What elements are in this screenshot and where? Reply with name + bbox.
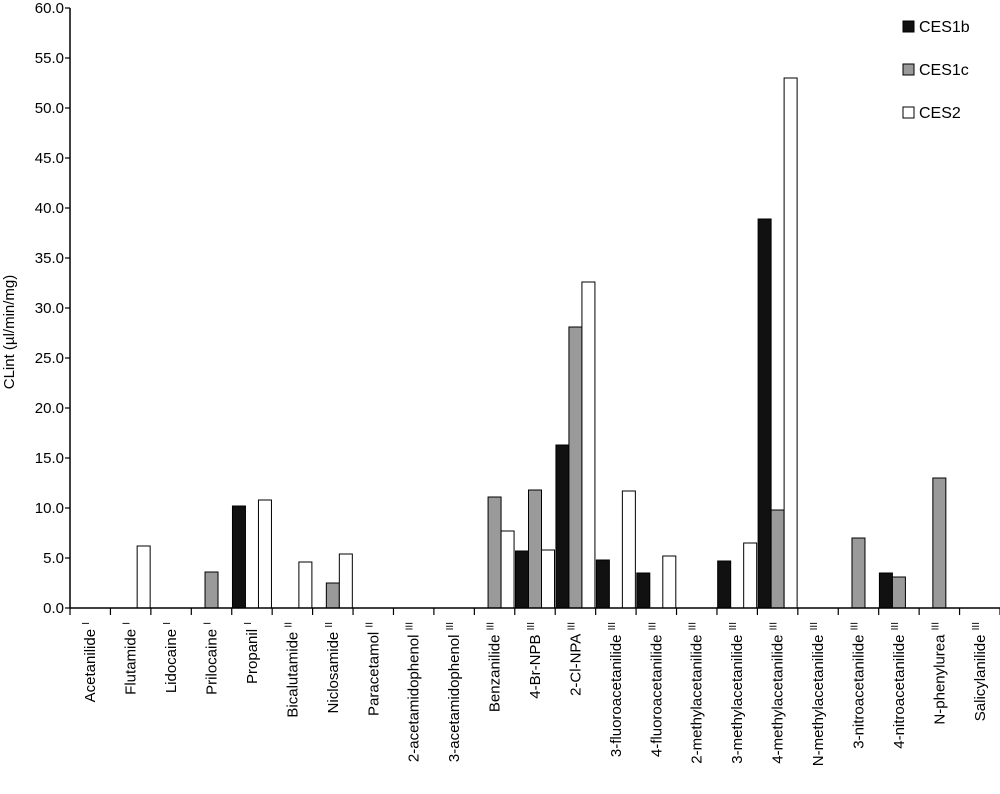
- x-tick-label: 4-methylacetanilide III: [769, 622, 787, 764]
- x-tick-label: Bicalutamide II: [283, 622, 301, 718]
- bar-ces2-3-methylacetanilide: [743, 542, 758, 609]
- x-tick-label: Prilocaine I: [203, 622, 221, 695]
- y-tick-label: 35.0: [35, 250, 64, 267]
- x-tick-label: N-methylacetanilide III: [809, 622, 827, 766]
- bar-ces1c-prilocaine: [204, 571, 219, 609]
- bar-ces1b-4-br-npb: [515, 550, 529, 609]
- y-tick-label: 50.0: [35, 100, 64, 117]
- x-tick-label: 4-fluoroacetanilide III: [647, 622, 665, 757]
- legend-swatch-ces2: [902, 106, 915, 119]
- x-tick-label: 3-nitroacetanilide III: [849, 622, 867, 749]
- x-tick-label: Salicylanilide III: [971, 622, 989, 721]
- bar-ces1b-propanil: [231, 505, 246, 609]
- x-tick-label: Benzanilide III: [486, 622, 504, 712]
- legend-label-ces1c: CES1c: [919, 62, 969, 79]
- bar-ces1b-3-methylacetanilide: [717, 560, 732, 609]
- bar-ces1b-4-methylacetanilide: [757, 218, 772, 609]
- x-tick-label: Niclosamide II: [324, 622, 342, 713]
- bar-ces2-4-br-npb: [541, 549, 555, 609]
- bar-ces2-flutamide: [136, 545, 151, 609]
- bar-ces2-2-cl-npa: [581, 281, 596, 609]
- y-tick-label: 30.0: [35, 300, 64, 317]
- y-tick-label: 60.0: [35, 0, 64, 17]
- y-tick-label: 20.0: [35, 400, 64, 417]
- x-tick-label: Propanil I: [243, 622, 261, 684]
- legend-label-ces1b: CES1b: [919, 19, 970, 36]
- x-tick-label: 2-Cl-NPA III: [566, 622, 584, 696]
- x-tick-label: 4-nitroacetanilide III: [890, 622, 908, 749]
- bar-ces1b-3-fluoroacetanilide: [595, 559, 610, 609]
- x-tick-label: Acetanilide I: [81, 622, 99, 702]
- bar-ces2-4-fluoroacetanilide: [662, 555, 677, 609]
- y-tick-label: 10.0: [35, 500, 64, 517]
- y-tick-label: 25.0: [35, 350, 64, 367]
- y-tick-label: 40.0: [35, 200, 64, 217]
- legend-label-ces2: CES2: [919, 105, 961, 122]
- y-tick-label: 45.0: [35, 150, 64, 167]
- bar-ces1c-2-cl-npa: [568, 326, 583, 609]
- bar-ces2-4-methylacetanilide: [783, 77, 798, 609]
- x-tick-label: 2-methylacetanilide III: [688, 622, 706, 764]
- bar-ces1b-4-nitroacetanilide: [878, 572, 893, 609]
- x-tick-label: Lidocaine I: [162, 622, 180, 693]
- x-tick-label: 3-methylacetanilide III: [728, 622, 746, 764]
- legend-swatch-ces1b: [902, 20, 915, 33]
- y-tick-label: 55.0: [35, 50, 64, 67]
- x-tick-label: Paracetamol II: [364, 622, 382, 716]
- x-tick-label: 3-acetamidophenol III: [445, 622, 463, 762]
- legend-swatch-ces1c: [902, 63, 915, 76]
- bar-ces1c-benzanilide: [487, 496, 502, 609]
- bar-ces2-propanil: [257, 499, 272, 609]
- y-axis-label: CLint (µl/min/mg): [1, 275, 18, 390]
- bar-ces2-benzanilide: [500, 530, 515, 609]
- y-tick-label: 0.0: [43, 600, 64, 617]
- bar-ces1b-4-fluoroacetanilide: [636, 572, 651, 609]
- bar-ces1c-4-nitroacetanilide: [891, 576, 906, 609]
- bars: [136, 77, 947, 609]
- x-tick-label: N-phenylurea III: [930, 622, 948, 725]
- x-tick-label: 3-fluoroacetanilide III: [607, 622, 625, 757]
- bar-ces1c-n-phenylurea: [932, 477, 947, 609]
- y-axis: 0.0 5.0 10.0 15.0 20.0 25.0 30.0 35.0 40.0 45.0 50…: [35, 0, 71, 617]
- bar-ces1c-niclosamide: [325, 582, 340, 609]
- bar-ces1c-4-methylacetanilide: [770, 509, 785, 609]
- bar-ces1c-4-br-npb: [528, 489, 542, 609]
- bar-ces1c-3-nitroacetanilide: [851, 537, 866, 609]
- x-tick-label: 2-acetamidophenol III: [405, 622, 423, 762]
- y-tick-label: 5.0: [43, 550, 64, 567]
- bar-ces2-bicalutamide: [298, 561, 313, 609]
- bar-ces1b-2-cl-npa: [555, 444, 570, 609]
- x-axis: Acetanilide I Flutamide I Lidocaine I Prilo…: [69, 607, 1000, 766]
- y-tick-label: 15.0: [35, 450, 64, 467]
- bar-ces2-3-fluoroacetanilide: [621, 490, 636, 609]
- legend: CES1b CES1c CES2: [902, 19, 970, 122]
- x-tick-label: 4-Br-NPB III: [526, 622, 544, 699]
- x-tick-label: Flutamide I: [122, 622, 140, 695]
- bar-ces2-niclosamide: [338, 553, 353, 609]
